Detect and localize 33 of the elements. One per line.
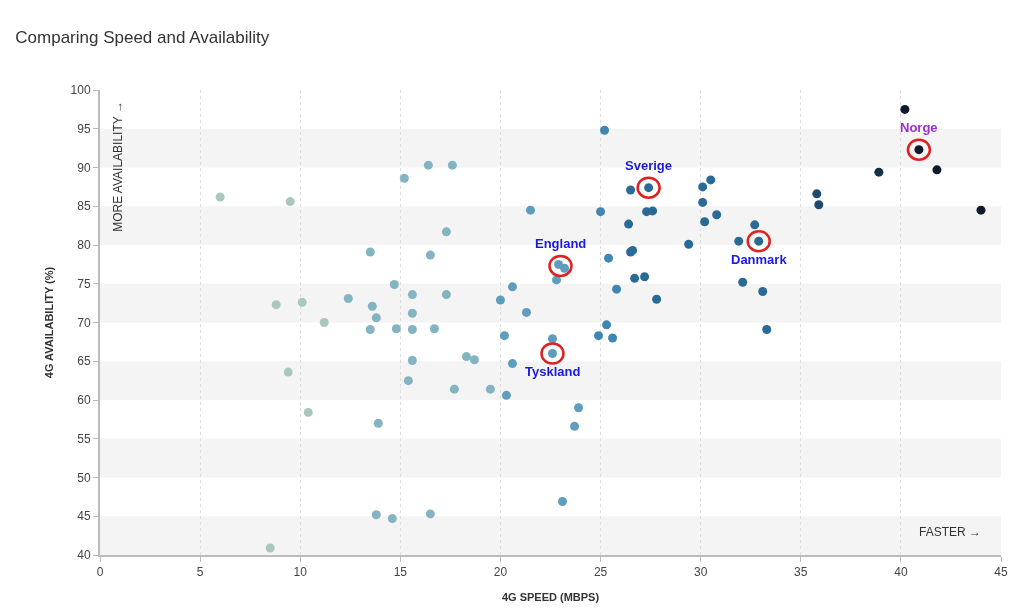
annotation: Tyskland (525, 364, 581, 379)
y-tick-label: 45 (77, 509, 91, 524)
y-axis-title: 4G AVAILABILITY (%) (42, 266, 55, 379)
x-tick-label: 10 (293, 565, 308, 580)
x-tick-label: 45 (994, 565, 1008, 580)
x-tick-label: 25 (593, 565, 608, 580)
annotation: MORE AVAILABILITY → (111, 101, 126, 232)
y-tick-label: 100 (70, 83, 91, 98)
y-tick-label: 80 (77, 238, 91, 253)
annotation: FASTER → (919, 525, 982, 539)
x-tick-label: 35 (794, 565, 808, 580)
annotation: Sverige (625, 158, 672, 173)
y-tick-label: 50 (77, 470, 91, 485)
x-tick-label: 15 (393, 565, 408, 580)
x-axis-title: 4G SPEED (MBPS) (501, 591, 600, 604)
y-tick-label: 90 (77, 160, 91, 175)
annotation: Danmark (731, 252, 788, 267)
annotation: Norge (900, 120, 938, 135)
annotation: England (535, 236, 587, 251)
y-tick-label: 40 (77, 548, 91, 563)
x-tick-label: 40 (894, 565, 908, 580)
chart-title: Comparing Speed and Availability (15, 27, 270, 47)
y-tick-label: 65 (77, 354, 91, 369)
y-tick-label: 95 (77, 121, 91, 136)
y-tick-label: 70 (77, 315, 91, 330)
y-tick-label: 75 (77, 276, 91, 291)
y-tick-label: 85 (77, 199, 91, 214)
x-tick-label: 0 (96, 565, 104, 580)
x-tick-label: 30 (693, 565, 708, 580)
y-tick-label: 55 (77, 431, 91, 446)
y-tick-label: 60 (77, 393, 91, 408)
x-tick-label: 5 (196, 565, 204, 580)
x-tick-label: 20 (493, 565, 508, 580)
